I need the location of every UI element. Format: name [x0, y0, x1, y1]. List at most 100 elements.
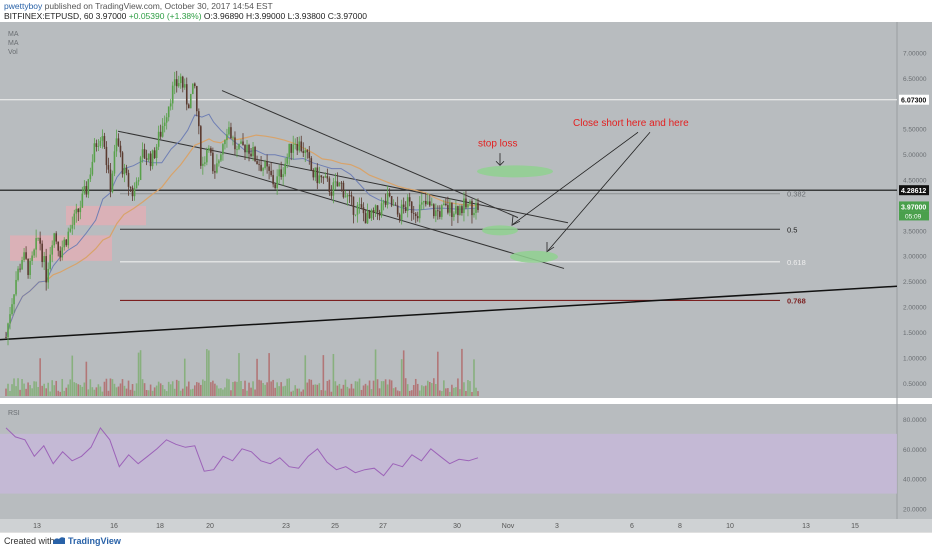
tradingview-brand[interactable]: TradingView [68, 536, 121, 546]
candle-body [332, 182, 335, 196]
ma-fast-line [5, 113, 479, 338]
volume-bar [194, 385, 196, 396]
candle-body [250, 153, 252, 157]
candle-body [288, 143, 290, 158]
volume-bar [75, 383, 78, 396]
rsi-band [0, 433, 897, 494]
last-value: 3.97000 [95, 11, 127, 21]
volume-bar [161, 385, 164, 396]
volume-bar [445, 388, 447, 396]
volume-bar [187, 381, 190, 396]
volume-bar [175, 379, 178, 396]
volume-bar [15, 386, 17, 396]
volume-bar [149, 384, 152, 396]
legend-entry: MA [8, 31, 19, 38]
candle-body [33, 249, 35, 256]
volume-bar [348, 388, 351, 396]
username-link[interactable]: pwettyboy [4, 1, 43, 11]
volume-bar [179, 390, 182, 396]
time-axis-tick: 30 [453, 523, 461, 530]
volume-bar [83, 382, 86, 396]
candle-body [121, 152, 124, 175]
volume-bar [246, 390, 248, 396]
candle-body [117, 138, 120, 146]
volume-bar [455, 387, 457, 396]
candle-body [35, 238, 37, 250]
volume-bar [420, 385, 423, 396]
candle-body [378, 212, 381, 216]
volume-bar [376, 379, 379, 396]
volume-bar [69, 379, 72, 396]
close-short-annotation: Close short here and here [573, 118, 689, 129]
candle-body [63, 239, 66, 248]
volume-bar [198, 382, 200, 396]
volume-bar [431, 383, 433, 396]
candle-body [228, 127, 230, 135]
candle-body [441, 205, 443, 217]
price-axis-tick: 2.00000 [903, 305, 927, 312]
symbol-line: BITFINEX:ETPUSD, 60 3.97000 +0.05390 (+1… [4, 11, 367, 21]
volume-bar [338, 383, 341, 396]
volume-bar [384, 379, 387, 396]
volume-bar [7, 383, 9, 396]
volume-bar [216, 385, 218, 396]
candle-body [396, 205, 399, 215]
volume-bar [117, 386, 120, 396]
candle-body [115, 138, 118, 152]
candle-body [244, 145, 246, 153]
volume-bar [274, 387, 276, 396]
candle-body [79, 207, 82, 213]
stop-loss-annotation: stop loss [478, 138, 517, 149]
volume-bar [354, 381, 357, 396]
symbol-name: BITFINEX:ETPUSD, 60 [4, 11, 94, 21]
candle-body [105, 146, 108, 166]
volume-bar [151, 390, 154, 396]
candle-body [322, 177, 325, 179]
volume-bar [382, 381, 385, 396]
volume-bar [435, 383, 437, 396]
volume-bar [284, 385, 286, 396]
candle-body [111, 173, 114, 192]
volume-bar [320, 390, 323, 396]
candle-body [320, 175, 323, 178]
time-axis-bg [0, 519, 932, 532]
candle-body [316, 167, 319, 184]
volume-bar [244, 380, 246, 396]
last-price-tag-bg [899, 201, 929, 212]
candle-body [400, 204, 403, 220]
candle-body [453, 213, 455, 217]
volume-bar [477, 391, 479, 396]
volume-bar [248, 382, 250, 396]
volume-bar [296, 388, 299, 396]
volume-bar [196, 382, 198, 396]
price-axis-tick: 4.50000 [903, 178, 927, 185]
volume-bar [256, 358, 258, 396]
volume-bar [224, 387, 226, 396]
candle-body [202, 163, 204, 166]
volume-bar [443, 380, 445, 396]
volume-bar [71, 355, 74, 396]
candle-body [7, 323, 9, 338]
volume-bar [238, 353, 240, 396]
volume-bar [262, 383, 264, 396]
chart-area[interactable]: 7.00000 6.50000 5.50000 5.00000 4.50000 3.500… [0, 22, 932, 532]
candle-body [312, 169, 315, 178]
volume-bar [298, 388, 301, 396]
candle-body [376, 205, 379, 213]
candle-body [384, 200, 387, 205]
candle-body [406, 197, 409, 212]
price-chart-svg[interactable]: 7.00000 6.50000 5.50000 5.00000 4.50000 3.500… [0, 22, 932, 532]
volume-bar [258, 379, 260, 396]
candle-body [360, 204, 363, 208]
volume-bar [91, 387, 94, 396]
time-axis-tick: 13 [802, 523, 810, 530]
volume-bar [302, 389, 305, 396]
candle-body [89, 174, 92, 180]
volume-bar [240, 380, 242, 396]
volume-bar [437, 351, 439, 396]
candle-body [167, 106, 170, 118]
candle-body [173, 79, 176, 86]
candle-body [346, 195, 349, 197]
candle-body [348, 195, 351, 197]
volume-bar [119, 383, 122, 396]
